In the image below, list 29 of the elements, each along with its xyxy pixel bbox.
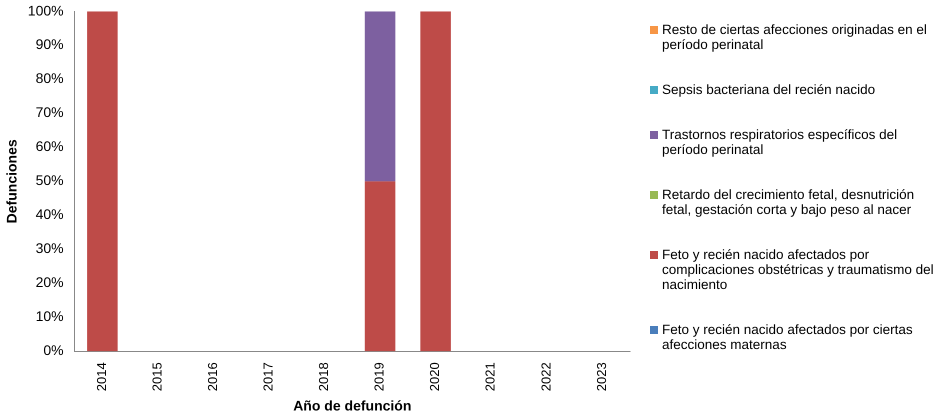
x-tick-label: 2018 <box>316 362 332 392</box>
legend-label: Resto de ciertas afecciones originadas en el período perinatal <box>662 22 928 52</box>
legend-label: Feto y recién nacido afectados por ciertas afecciones maternas <box>662 322 914 352</box>
legend-label: Trastornos respiratorios específicos del período perinatal <box>662 127 898 157</box>
y-tick-label: 100% <box>28 2 64 18</box>
x-tick-label: 2021 <box>482 362 498 392</box>
legend-label: Sepsis bacteriana del recién nacido <box>662 82 876 97</box>
legend-label: Feto y recién nacido afectados por complicaciones obstétricas y traumatismo del nacimiento <box>662 247 935 292</box>
y-tick-label: 0% <box>43 342 64 358</box>
y-tick-label: 50% <box>36 172 64 188</box>
y-tick-label: 30% <box>36 240 64 256</box>
legend-label: Retardo del crecimiento fetal, desnutrición fetal, gestación corta y bajo peso al nacer <box>662 187 916 217</box>
x-axis-title: Año de defunción <box>293 397 412 414</box>
y-tick-label: 60% <box>36 138 64 154</box>
y-tick-label: 40% <box>36 206 64 222</box>
y-tick-label: 10% <box>36 308 64 324</box>
y-axis-title: Defunciones <box>3 139 20 224</box>
x-tick-label: 2014 <box>94 362 109 392</box>
x-tick-label: 2019 <box>372 362 387 392</box>
y-tick-label: 70% <box>36 104 64 120</box>
x-tick-label: 2020 <box>427 362 442 392</box>
y-tick-label: 80% <box>36 70 64 86</box>
y-tick-label: 20% <box>36 274 64 290</box>
x-tick-label: 2022 <box>538 362 554 392</box>
x-tick-label: 2016 <box>205 362 220 392</box>
x-tick-label: 2023 <box>594 362 609 392</box>
x-tick-label: 2015 <box>149 362 164 392</box>
x-tick-label: 2017 <box>260 362 276 392</box>
y-tick-label: 90% <box>36 36 64 52</box>
